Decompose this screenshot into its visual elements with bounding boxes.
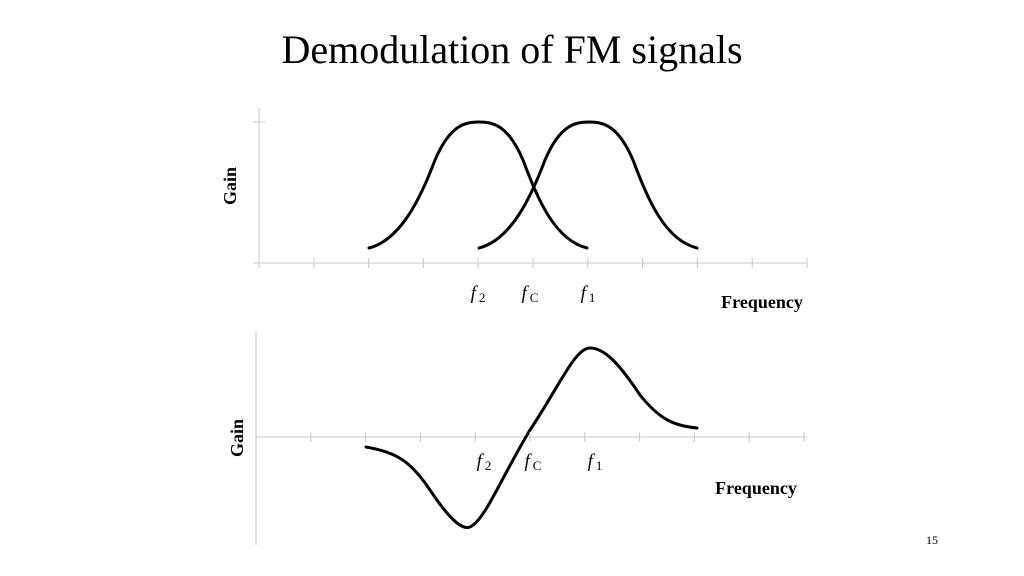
marker-subscript: C xyxy=(533,458,542,473)
y-axis-label: Gain xyxy=(220,167,240,205)
page-number: 15 xyxy=(926,533,938,547)
marker-subscript: 2 xyxy=(485,458,492,473)
upper-filter-curve xyxy=(477,120,699,250)
marker-symbol: f xyxy=(525,451,533,472)
slide-title: Demodulation of FM signals xyxy=(281,27,742,72)
discriminator-curve xyxy=(364,346,699,529)
marker-subscript: 1 xyxy=(589,290,596,305)
x-axis-label: Frequency xyxy=(715,478,797,498)
y-axis-label: Gain xyxy=(227,419,247,457)
lower-filter-curve xyxy=(367,120,589,250)
marker-symbol: f xyxy=(522,283,530,304)
x-axis-label: Frequency xyxy=(721,292,803,312)
marker-symbol: f xyxy=(477,451,485,472)
marker-subscript: C xyxy=(530,290,539,305)
marker-subscript: 2 xyxy=(479,290,486,305)
marker-symbol: f xyxy=(581,283,589,304)
marker-subscript: 1 xyxy=(596,458,603,473)
marker-symbol: f xyxy=(588,451,596,472)
marker-symbol: f xyxy=(471,283,479,304)
